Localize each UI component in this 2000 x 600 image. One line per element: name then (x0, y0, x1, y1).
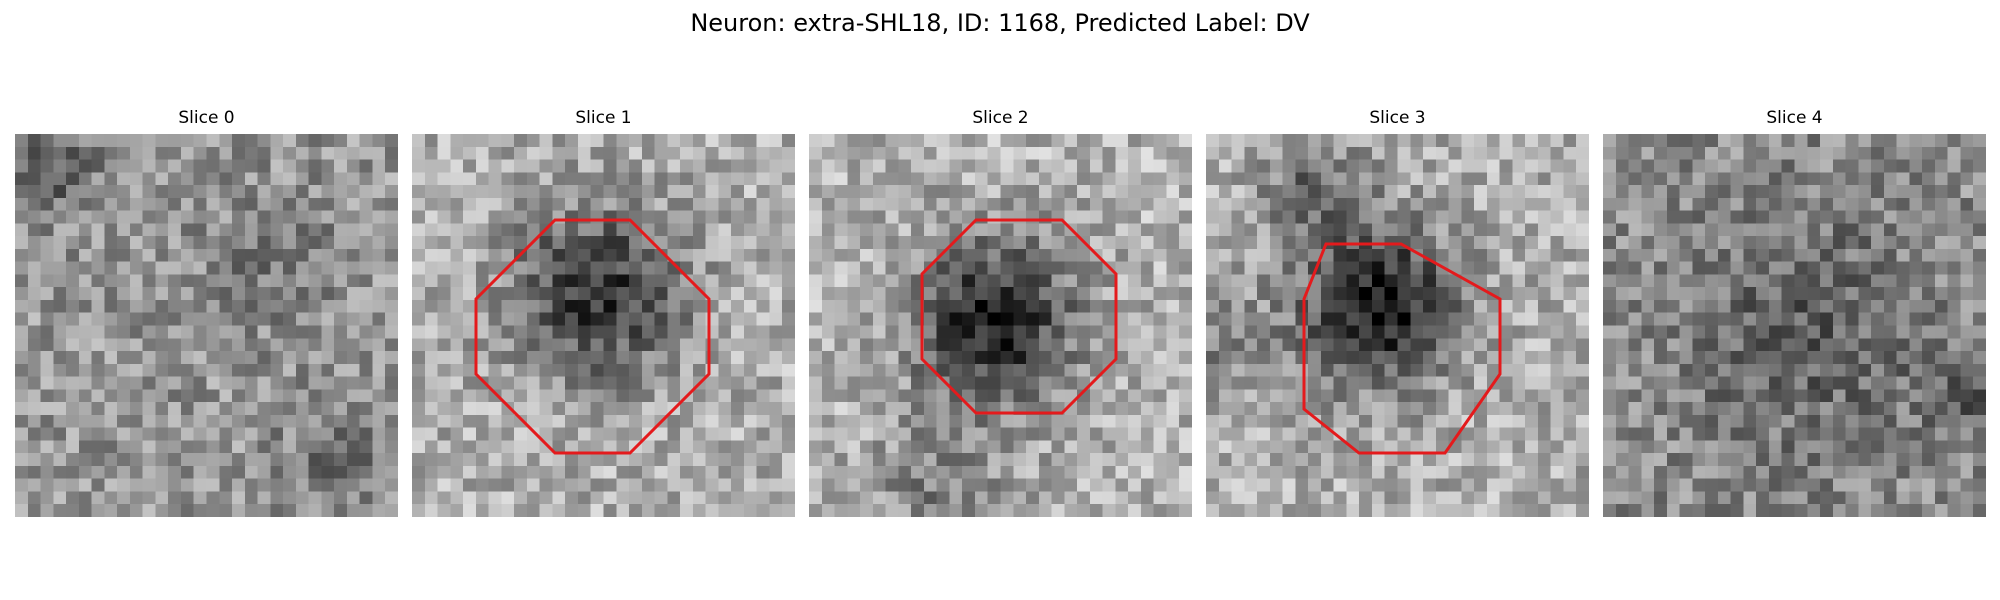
panel-title: Slice 0 (178, 108, 235, 128)
slice-image (412, 134, 795, 517)
roi-octagon-outline (474, 218, 711, 455)
grayscale-slice (1603, 134, 1986, 517)
grayscale-slice (15, 134, 398, 517)
panel-title: Slice 4 (1766, 108, 1823, 128)
grayscale-slice (809, 134, 1192, 517)
slice-image (15, 134, 398, 517)
panel-title: Slice 2 (972, 108, 1029, 128)
panel-title: Slice 1 (575, 108, 632, 128)
slice-image (1206, 134, 1589, 517)
figure-title: Neuron: extra-SHL18, ID: 1168, Predicted… (690, 9, 1310, 37)
slice-image (1603, 134, 1986, 517)
panel-title: Slice 3 (1369, 108, 1426, 128)
roi-octagon-outline (920, 218, 1118, 415)
roi-octagon-outline (1302, 242, 1502, 455)
slice-image (809, 134, 1192, 517)
